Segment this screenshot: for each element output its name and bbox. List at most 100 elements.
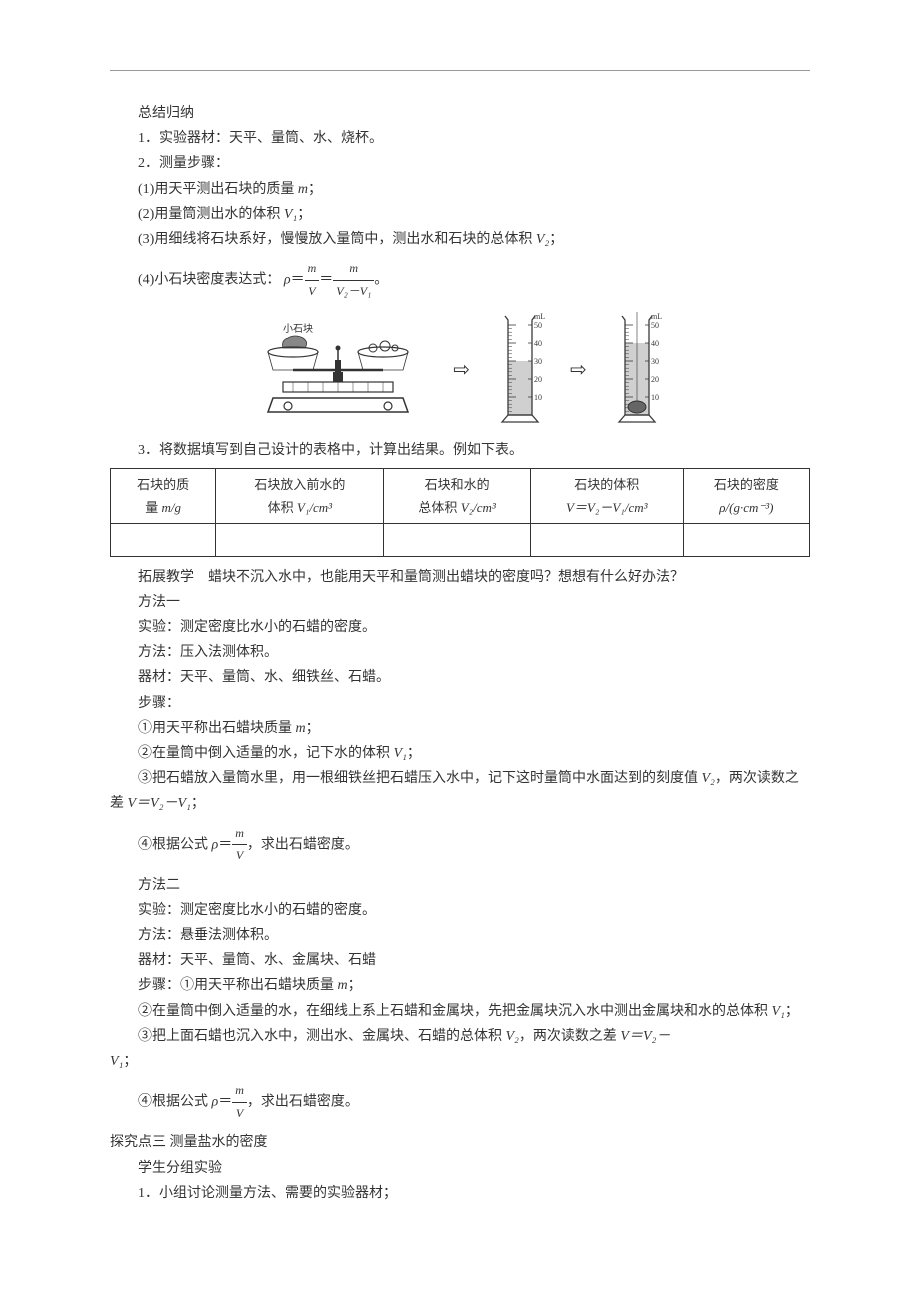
m1-s4-post: ，求出石蜡密度。 [247, 837, 359, 852]
m2-s4-post: ，求出石蜡密度。 [247, 1095, 359, 1110]
svg-text:20: 20 [651, 375, 659, 384]
col-2-header: 石块放入前水的体积 V₁/cm³ [216, 468, 384, 524]
svg-text:10: 10 [651, 393, 659, 402]
m1-exp: 实验：测定密度比水小的石蜡的密度。 [110, 615, 810, 640]
summary-title: 总结归纳 [110, 101, 810, 126]
m2-method: 方法：悬垂法测体积。 [110, 923, 810, 948]
step-4-pre: (4)小石块密度表达式： [138, 272, 280, 287]
svg-text:40: 40 [651, 339, 659, 348]
svg-text:40: 40 [534, 339, 542, 348]
arrow-2: ⇨ [570, 352, 587, 388]
step-1: (1)用天平测出石块的质量 m； [110, 177, 810, 202]
m1-steps-label: 步骤： [110, 691, 810, 716]
method-2-title: 方法二 [110, 873, 810, 898]
step-3-end: ； [549, 232, 563, 247]
h2c: V₁/cm³ [297, 500, 332, 515]
density-frac-2: mV₂－V₁ [333, 258, 374, 302]
svg-text:30: 30 [651, 357, 659, 366]
h3c: V₂/cm³ [461, 500, 496, 515]
step-2-end: ； [297, 207, 311, 222]
h1c: m/g [161, 500, 181, 515]
step-1-text: (1)用天平测出石块的质量 [138, 182, 294, 197]
step-3: (3)用细线将石块系好，慢慢放入量筒中，测出水和石块的总体积 V₂； [110, 227, 810, 252]
density-frac-1: mV [305, 258, 320, 302]
h2b: 体积 [268, 500, 294, 515]
m2-s4-pre: ④根据公式 [138, 1095, 208, 1110]
cylinder-2: mL50 40 30 20 10 [607, 310, 667, 430]
svg-text:mL: mL [534, 312, 545, 321]
m1-s1-text: ①用天平称出石蜡块质量 [138, 721, 292, 736]
svg-text:50: 50 [651, 321, 659, 330]
cylinder-1: mL5040302010 [490, 310, 550, 430]
col-3-header: 石块和水的总体积 V₂/cm³ [384, 468, 530, 524]
t3-line-2: 1．小组讨论测量方法、需要的实验器材； [110, 1181, 810, 1206]
m2-s1-var: m [338, 978, 348, 993]
m1-s3-var: V₂ [702, 771, 715, 786]
h2a: 石块放入前水的 [254, 477, 345, 492]
m2-s3-var2: V₁ [110, 1054, 123, 1069]
m2-step-3: ③把上面石蜡也沉入水中，测出水、金属块、石蜡的总体积 V₂，两次读数之差 V＝V… [110, 1024, 810, 1049]
cell-5 [683, 524, 809, 556]
m2-tools: 器材：天平、量筒、水、金属块、石蜡 [110, 948, 810, 973]
m2-s1-end: ； [348, 978, 362, 993]
svg-text:mL: mL [651, 312, 662, 321]
cell-1 [111, 524, 216, 556]
m1-s3-eq: V＝V₂－V₁ [128, 796, 191, 811]
step-3-var: V₂ [536, 232, 549, 247]
m2-exp: 实验：测定密度比水小的石蜡的密度。 [110, 898, 810, 923]
svg-text:30: 30 [534, 357, 542, 366]
stone-label: 小石块 [283, 323, 313, 335]
m1-s3-end: ； [191, 796, 205, 811]
top-divider [110, 70, 810, 71]
table-header-row: 石块的质量 m/g 石块放入前水的体积 V₁/cm³ 石块和水的总体积 V₂/c… [111, 468, 810, 524]
m1-step-1: ①用天平称出石蜡块质量 m； [110, 716, 810, 741]
step-2-text: (2)用量筒测出水的体积 [138, 207, 280, 222]
m1-step-2: ②在量筒中倒入适量的水，记下水的体积 V₁； [110, 741, 810, 766]
step-4: (4)小石块密度表达式： ρ＝mV＝mV₂－V₁。 [110, 258, 810, 302]
h3a: 石块和水的 [425, 477, 490, 492]
m2-s3-eq: V＝V₂－ [620, 1029, 670, 1044]
balance-diagram: 小石块 [253, 320, 433, 420]
m1-s2-text: ②在量筒中倒入适量的水，记下水的体积 [138, 746, 390, 761]
col-4-header: 石块的体积V＝V₂－V₁/cm³ [530, 468, 683, 524]
h1b: 量 [145, 500, 158, 515]
cell-2 [216, 524, 384, 556]
t3-line-1: 学生分组实验 [110, 1156, 810, 1181]
m2-s1-text: 步骤：①用天平称出石蜡块质量 [138, 978, 334, 993]
arrow-1: ⇨ [453, 352, 470, 388]
m2-s3-mid: ，两次读数之差 [519, 1029, 617, 1044]
h3b: 总体积 [418, 500, 457, 515]
step-2-var: V₁ [284, 207, 297, 222]
m1-s1-end: ； [306, 721, 320, 736]
topic-3-title: 探究点三 测量盐水的密度 [110, 1130, 810, 1155]
m2-s3-end: ； [123, 1054, 137, 1069]
m1-density-frac: mV [232, 823, 247, 867]
m2-step-1: 步骤：①用天平称出石蜡块质量 m； [110, 973, 810, 998]
m2-density-frac: mV [232, 1080, 247, 1124]
cell-3 [384, 524, 530, 556]
step-1-end: ； [308, 182, 322, 197]
rho-symbol: ρ [284, 272, 291, 287]
line-steps-label: 2．测量步骤： [110, 151, 810, 176]
col-1-header: 石块的质量 m/g [111, 468, 216, 524]
m1-s3-text: ③把石蜡放入量筒水里，用一根细铁丝把石蜡压入水中，记下这时量筒中水面达到的刻度值 [138, 771, 698, 786]
m1-step-3: ③把石蜡放入量筒水里，用一根细铁丝把石蜡压入水中，记下这时量筒中水面达到的刻度值… [110, 766, 810, 816]
step-2: (2)用量筒测出水的体积 V₁； [110, 202, 810, 227]
m2-s2-text: ②在量筒中倒入适量的水，在细线上系上石蜡和金属块，先把金属块沉入水中测出金属块和… [138, 1004, 768, 1019]
step-1-var: m [298, 182, 308, 197]
expand-question: 拓展教学 蜡块不沉入水中，也能用天平和量筒测出蜡块的密度吗？想想有什么好办法？ [110, 565, 810, 590]
method-1-title: 方法一 [110, 590, 810, 615]
m2-step-2: ②在量筒中倒入适量的水，在细线上系上石蜡和金属块，先把金属块沉入水中测出金属块和… [110, 999, 810, 1024]
m1-s1-var: m [296, 721, 306, 736]
h4a: 石块的体积 [574, 477, 639, 492]
svg-text:10: 10 [534, 393, 542, 402]
h5b: ρ/(g·cm⁻³) [719, 500, 773, 515]
line-tools: 1．实验器材：天平、量筒、水、烧杯。 [110, 126, 810, 151]
m2-s3-var: V₂ [506, 1029, 519, 1044]
m1-tools: 器材：天平、量筒、水、细铁丝、石蜡。 [110, 665, 810, 690]
table-data-row [111, 524, 810, 556]
m1-s2-end: ； [407, 746, 421, 761]
m2-step-4: ④根据公式 ρ＝mV，求出石蜡密度。 [110, 1080, 810, 1124]
table-intro: 3．将数据填写到自己设计的表格中，计算出结果。例如下表。 [110, 438, 810, 463]
svg-text:20: 20 [534, 375, 542, 384]
